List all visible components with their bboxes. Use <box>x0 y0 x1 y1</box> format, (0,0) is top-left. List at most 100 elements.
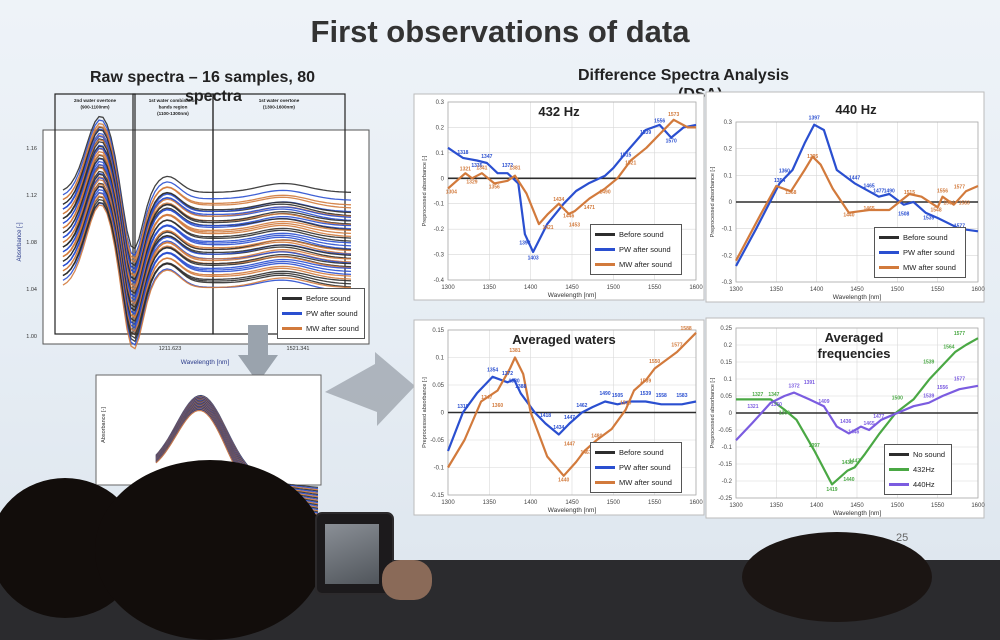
spectrum-curve <box>62 204 352 350</box>
spectrum-curve <box>62 153 352 288</box>
data-label: 1360 <box>492 403 503 409</box>
y-tick-label: 0.2 <box>724 147 733 153</box>
data-label: 1515 <box>620 153 631 159</box>
smartphone <box>315 512 394 595</box>
series-line-432hz <box>736 337 979 486</box>
y-tick-label: 0.3 <box>724 120 733 126</box>
data-label: 1341 <box>476 165 487 171</box>
x-tick-label: 1400 <box>524 500 538 506</box>
data-label: 1465 <box>864 183 875 189</box>
dsa-heading-line1: Difference Spectra Analysis <box>578 67 790 84</box>
region-label: bands region <box>159 105 188 110</box>
data-label: 1360 <box>779 411 790 417</box>
data-label: 1447 <box>564 415 575 421</box>
legend-item-no-sound: No sound <box>889 447 947 462</box>
data-label: 1550 <box>649 359 660 365</box>
dsa-440hz-legend: Before sound PW after sound MW after sound <box>874 227 966 278</box>
y-tick-label: -0.3 <box>722 280 733 286</box>
legend-swatch <box>282 312 302 315</box>
x-tick-label: 1500 <box>891 287 905 293</box>
chart-title: 440 Hz <box>835 102 877 117</box>
legend-label: Before sound <box>903 233 948 242</box>
series-line-440hz <box>735 384 979 441</box>
x-tick-label: 1300 <box>441 500 455 506</box>
legend-label: PW after sound <box>306 309 358 318</box>
y-tick-label: -0.2 <box>722 253 733 259</box>
data-label: 1556 <box>654 118 665 124</box>
x-tick-label: 1550 <box>931 503 945 509</box>
data-label: 1490 <box>600 190 611 196</box>
x-tick-label: 1521.341 <box>287 346 310 352</box>
raw-spectra-heading-line1: Raw spectra – 16 samples, 80 <box>90 69 316 86</box>
legend-item-pw-after-sound: PW after sound <box>879 245 961 260</box>
data-label: 1368 <box>785 190 796 196</box>
dsa-440hz-chart: 1300 1350 1400 1450 1500 1550 1600 0.3 0.2 0.1 0 -0… <box>705 91 985 303</box>
data-label: 1577 <box>954 377 965 383</box>
spectrum-curve <box>62 119 352 257</box>
data-label: 1354 <box>487 367 498 373</box>
data-label: 1397 <box>809 443 820 449</box>
y-tick-label: 0.1 <box>724 173 733 179</box>
series-line-mw-after-sound <box>447 118 696 226</box>
data-label: 1505 <box>612 393 623 399</box>
legend-swatch <box>595 481 615 484</box>
y-axis-label: Preprocessed absorbance [-] <box>422 377 428 448</box>
legend-label: Before sound <box>619 448 664 457</box>
data-label: 1421 <box>542 225 553 231</box>
legend-label: PW after sound <box>619 463 671 472</box>
data-label: 1380 <box>509 378 520 384</box>
spectrum-curve <box>62 173 352 308</box>
data-label: 1465 <box>864 206 875 212</box>
legend-label: MW after sound <box>306 324 359 333</box>
data-label: 1321 <box>747 404 758 410</box>
x-tick-label: 1350 <box>483 500 497 506</box>
data-label: 1577 <box>954 185 965 191</box>
legend-item-before-sound: Before sound <box>595 445 677 460</box>
y-tick-label: 0.1 <box>436 151 445 157</box>
data-label: 1350 <box>771 402 782 408</box>
legend-swatch <box>282 327 302 330</box>
series-line-pw-after-sound <box>447 123 697 254</box>
data-label: 1347 <box>768 392 779 398</box>
data-label: 1515 <box>904 190 915 196</box>
spectrum-curve <box>62 201 352 336</box>
legend-label: 432Hz <box>913 465 935 474</box>
y-tick-label: -0.2 <box>722 479 733 485</box>
x-tick-label: 1550 <box>931 287 945 293</box>
data-label: 1304 <box>446 190 457 196</box>
hand <box>382 560 432 600</box>
legend-swatch <box>595 233 615 236</box>
series-line-pw-after-sound <box>446 375 697 452</box>
y-tick-label: -0.1 <box>434 466 445 472</box>
legend-item-mw-after-sound: MW after sound <box>595 257 677 272</box>
data-label: 1403 <box>528 256 539 262</box>
y-tick-label: 0.3 <box>436 100 445 106</box>
y-tick-label: 0.05 <box>432 383 444 389</box>
legend-label: MW after sound <box>903 263 956 272</box>
x-tick-label: 1600 <box>689 285 703 291</box>
spectrum-curve <box>62 191 352 326</box>
y-tick-label: 0.15 <box>432 328 444 334</box>
data-label: 1372 <box>789 384 800 390</box>
legend-label: MW after sound <box>619 260 672 269</box>
data-label: 1381 <box>509 165 520 171</box>
data-label: 1500 <box>892 395 903 401</box>
y-tick-label: -0.1 <box>722 445 733 451</box>
audience-head-right <box>742 532 932 622</box>
data-label: 1564 <box>943 344 954 350</box>
y-tick-label: 0.2 <box>724 343 733 349</box>
legend-item-mw-after-sound: MW after sound <box>595 475 677 490</box>
x-tick-label: 1550 <box>648 285 662 291</box>
averaged-waters-legend: Before sound PW after sound MW after sound <box>590 442 682 493</box>
x-tick-label: 1550 <box>648 500 662 506</box>
y-tick-label: 1.12 <box>26 193 37 199</box>
legend-item-440hz: 440Hz <box>889 477 947 492</box>
data-label: 1453 <box>569 223 580 229</box>
legend-swatch <box>879 266 899 269</box>
y-tick-label: -0.25 <box>718 496 732 502</box>
data-label: 1354 <box>774 178 785 184</box>
data-label: 1539 <box>923 394 934 400</box>
data-label: 1539 <box>640 130 651 136</box>
data-label: 1329 <box>466 179 477 185</box>
data-label: 1440 <box>558 477 569 483</box>
